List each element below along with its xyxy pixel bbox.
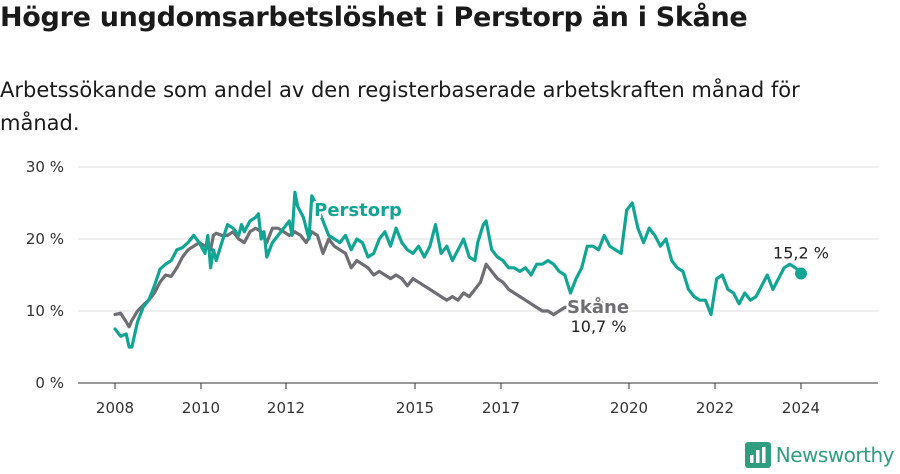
x-tick-label: 2020 [610, 399, 648, 417]
y-tick-label: 20 % [26, 230, 64, 248]
series-line-perstorp [113, 190, 803, 349]
chart-subtitle: Arbetssökande som andel av den registerb… [0, 78, 800, 135]
x-tick-label: 2017 [482, 399, 520, 417]
y-tick-label: 10 % [26, 302, 64, 320]
end-value-label-skane: 10,7 % [571, 317, 627, 336]
series-line-skne [113, 226, 601, 329]
series-lines [113, 190, 807, 349]
y-tick-label: 0 % [35, 374, 64, 392]
series-end-point [795, 267, 807, 280]
x-tick-label: 2008 [96, 399, 134, 417]
series-label-skane: Skåne [567, 296, 629, 318]
x-tick-label: 2010 [182, 399, 220, 417]
x-tick-label: 2024 [782, 399, 820, 417]
x-tick-label: 2012 [267, 399, 305, 417]
brand: Newsworthy [744, 442, 895, 468]
series-labels: Perstorp Skåne 15,2 % 10,7 % [312, 198, 829, 336]
x-tick-label: 2022 [696, 399, 734, 417]
x-axis: 2008 2010 2012 2015 2017 2020 2022 2024 [78, 382, 878, 417]
x-tick-label: 2015 [396, 399, 434, 417]
y-axis-ticks: 0 % 10 % 20 % 30 % [26, 158, 64, 392]
bar-chart-logo-icon [744, 442, 771, 468]
end-value-label-perstorp: 15,2 % [773, 244, 829, 263]
brand-name: Newsworthy [775, 443, 895, 467]
y-tick-label: 30 % [26, 158, 64, 176]
chart-title: Högre ungdomsarbetslöshet i Perstorp än … [0, 2, 748, 33]
series-label-perstorp: Perstorp [314, 200, 402, 221]
series-end-point [592, 299, 605, 312]
